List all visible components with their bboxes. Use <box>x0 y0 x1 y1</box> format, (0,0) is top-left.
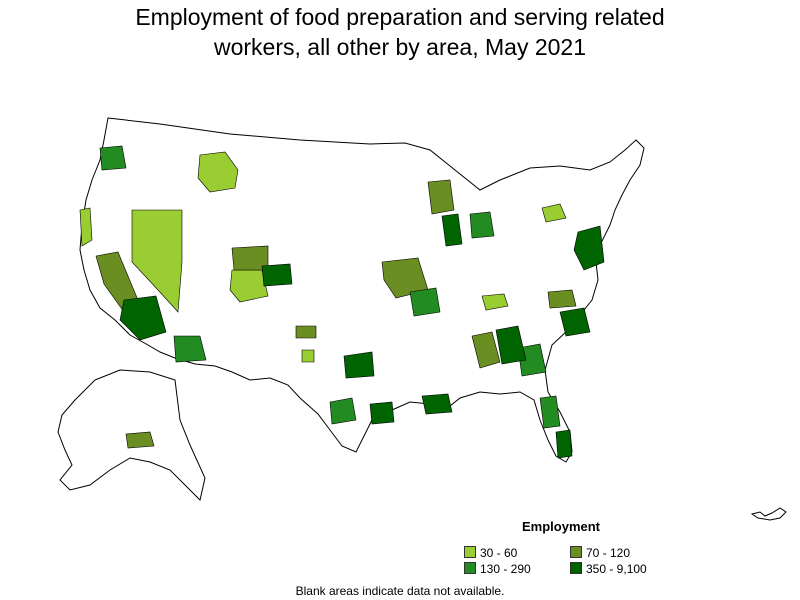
new-york-area <box>541 203 567 223</box>
northeast-corridor-area <box>573 225 605 271</box>
georgia-area <box>495 325 527 365</box>
texas-south-area <box>329 397 357 425</box>
north-carolina-area <box>559 307 591 337</box>
colorado-front-range-area <box>261 263 293 287</box>
alaska-area <box>125 431 155 449</box>
illinois-area <box>441 213 463 247</box>
footnote: Blank areas indicate data not available. <box>295 584 505 598</box>
legend-swatch-350-9100 <box>570 562 582 574</box>
legend-label-70-120: 70 - 120 <box>586 546 631 560</box>
legend-title: Employment <box>522 519 601 534</box>
legend-swatch-70-120 <box>570 546 582 558</box>
legend-label-30-60: 30 - 60 <box>480 546 518 560</box>
alabama-area <box>471 331 501 369</box>
legend-swatch-130-290 <box>464 562 476 574</box>
nevada-area <box>131 209 183 313</box>
areas-30-60 <box>79 151 567 363</box>
legend-item-70-120: 70 - 120 <box>570 546 630 560</box>
legend-item-30-60: 30 - 60 <box>464 546 517 560</box>
texas-area <box>301 349 315 363</box>
florida-area <box>539 395 561 429</box>
areas-130-290 <box>99 145 561 429</box>
washington-area <box>99 145 127 171</box>
michigan-area <box>469 211 495 239</box>
texas-metro-area <box>343 351 375 379</box>
oregon-coast-area <box>79 207 93 247</box>
indiana-area <box>409 287 441 317</box>
houston-area <box>369 401 395 425</box>
southern-california-area <box>119 295 167 341</box>
florida-south-area <box>555 429 573 459</box>
oklahoma-area <box>295 325 317 339</box>
legend-label-350-9100: 350 - 9,100 <box>586 562 647 576</box>
legend: Employment 30 - 60 70 - 120 130 - 290 35… <box>464 518 664 578</box>
title-line-2: workers, all other by area, May 2021 <box>213 34 586 60</box>
title-line-1: Employment of food preparation and servi… <box>135 4 665 30</box>
hawaii-outline <box>750 507 787 521</box>
wisconsin-area <box>427 179 455 215</box>
kentucky-area <box>481 293 509 311</box>
legend-item-350-9100: 350 - 9,100 <box>570 562 647 576</box>
montana-area <box>197 151 239 193</box>
legend-item-130-290: 130 - 290 <box>464 562 531 576</box>
virginia-area <box>547 289 577 309</box>
louisiana-area <box>421 393 453 415</box>
colorado-area <box>229 269 269 303</box>
legend-swatch-30-60 <box>464 546 476 558</box>
legend-label-130-290: 130 - 290 <box>480 562 531 576</box>
arizona-area <box>173 335 207 363</box>
us-outline <box>79 117 645 463</box>
areas-350-9100 <box>119 213 605 459</box>
map-title: Employment of food preparation and servi… <box>0 2 800 62</box>
south-carolina-area <box>517 343 547 377</box>
areas-70-120 <box>95 179 577 449</box>
